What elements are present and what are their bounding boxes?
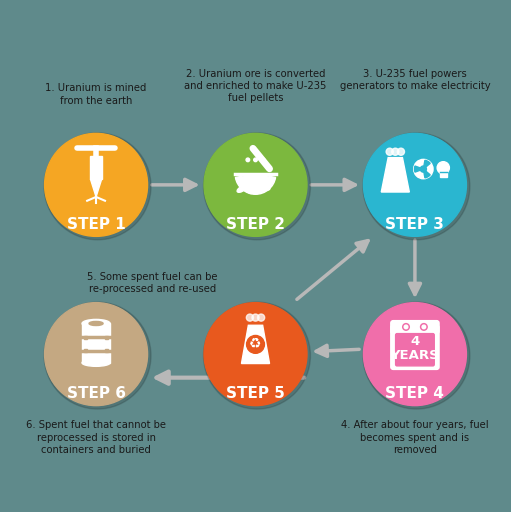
Circle shape <box>246 314 253 321</box>
Text: 4
YEARS: 4 YEARS <box>390 335 439 362</box>
Circle shape <box>246 158 250 162</box>
Wedge shape <box>424 160 430 169</box>
FancyBboxPatch shape <box>439 172 447 177</box>
Text: STEP 4: STEP 4 <box>385 387 445 401</box>
Circle shape <box>363 303 467 406</box>
Circle shape <box>44 133 148 237</box>
Circle shape <box>44 133 151 240</box>
Circle shape <box>44 302 151 409</box>
Circle shape <box>203 133 311 240</box>
Circle shape <box>392 148 399 155</box>
FancyBboxPatch shape <box>84 349 87 352</box>
FancyBboxPatch shape <box>391 325 439 370</box>
Circle shape <box>421 166 427 172</box>
Ellipse shape <box>248 188 258 194</box>
Circle shape <box>403 324 409 330</box>
FancyBboxPatch shape <box>82 323 110 363</box>
Circle shape <box>204 303 307 406</box>
FancyBboxPatch shape <box>396 334 434 366</box>
Circle shape <box>203 302 311 409</box>
Circle shape <box>363 302 470 409</box>
Text: 1. Uranium is mined
from the earth: 1. Uranium is mined from the earth <box>45 83 147 105</box>
Wedge shape <box>414 166 424 172</box>
Text: 3. U-235 fuel powers
generators to make electricity: 3. U-235 fuel powers generators to make … <box>340 69 490 91</box>
Circle shape <box>437 162 449 174</box>
FancyBboxPatch shape <box>90 156 102 179</box>
Circle shape <box>421 324 427 330</box>
Wedge shape <box>236 174 275 194</box>
Text: STEP 1: STEP 1 <box>67 217 125 232</box>
Polygon shape <box>381 158 409 192</box>
Circle shape <box>204 133 307 237</box>
Ellipse shape <box>89 322 103 326</box>
Circle shape <box>254 158 257 162</box>
Text: STEP 3: STEP 3 <box>385 217 445 232</box>
Text: 6. Spent fuel that cannot be
reprocessed is stored in
containers and buried: 6. Spent fuel that cannot be reprocessed… <box>26 420 166 455</box>
Circle shape <box>44 303 148 406</box>
Circle shape <box>386 148 393 155</box>
Ellipse shape <box>82 359 110 367</box>
Circle shape <box>404 325 408 329</box>
Circle shape <box>261 158 265 162</box>
Text: ♻: ♻ <box>249 337 262 351</box>
Ellipse shape <box>237 186 246 193</box>
Wedge shape <box>424 169 430 178</box>
Text: STEP 6: STEP 6 <box>66 387 126 401</box>
Text: 5. Some spent fuel can be
re-processed and re-used: 5. Some spent fuel can be re-processed a… <box>87 272 218 294</box>
Circle shape <box>247 335 264 353</box>
FancyBboxPatch shape <box>105 335 108 339</box>
Circle shape <box>363 133 470 240</box>
Polygon shape <box>90 179 102 197</box>
Text: STEP 5: STEP 5 <box>226 387 285 401</box>
Circle shape <box>414 159 433 179</box>
Circle shape <box>252 314 259 321</box>
Ellipse shape <box>82 319 110 328</box>
Circle shape <box>258 314 265 321</box>
Polygon shape <box>242 325 269 364</box>
FancyBboxPatch shape <box>391 321 439 334</box>
Circle shape <box>422 325 426 329</box>
Text: 4. After about four years, fuel
becomes spent and is
removed: 4. After about four years, fuel becomes … <box>341 420 489 455</box>
Ellipse shape <box>261 185 270 190</box>
FancyBboxPatch shape <box>105 349 108 352</box>
Text: STEP 2: STEP 2 <box>226 217 285 232</box>
FancyBboxPatch shape <box>84 335 87 339</box>
Text: 2. Uranium ore is converted
and enriched to make U-235
fuel pellets: 2. Uranium ore is converted and enriched… <box>184 69 327 103</box>
Circle shape <box>363 133 467 237</box>
Circle shape <box>398 148 405 155</box>
